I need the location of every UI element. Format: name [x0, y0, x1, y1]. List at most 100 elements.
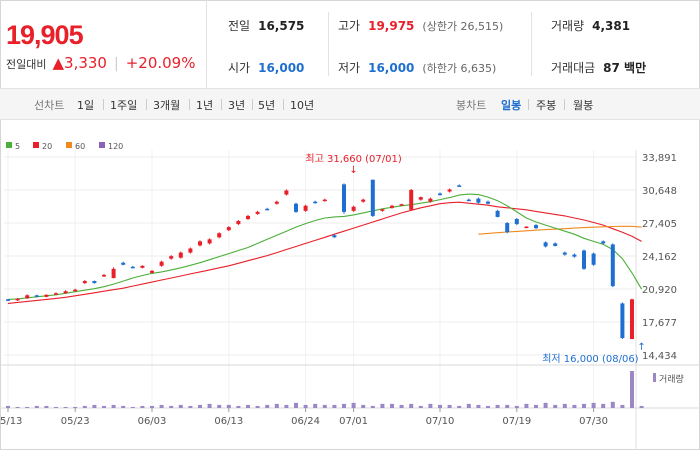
candle-body — [332, 235, 337, 238]
candle-body — [226, 227, 231, 231]
volume-bar — [140, 405, 145, 408]
price-chart[interactable]: 5 20 60 120 33,891 30,648 27,405 24,162 20,920 1… — [0, 120, 700, 450]
prev-close: 전일 16,575 — [228, 17, 304, 34]
tab-monthly[interactable]: 월봉 — [573, 99, 594, 112]
tab-10y[interactable]: 10년 — [290, 99, 315, 112]
legend-swatch — [6, 142, 12, 148]
tab-1y[interactable]: 1년 — [196, 99, 214, 112]
volume-bar — [322, 404, 327, 408]
volume-bar — [486, 405, 490, 408]
change-label: 전일대비 — [6, 58, 47, 71]
price-change: 전일대비 ▲3,330 | +20.09% — [6, 54, 195, 72]
candle-body — [390, 205, 394, 208]
volume-bar — [217, 404, 222, 408]
quote-summary: 전일 16,575 시가 16,000 고가 19,975 (상한가 26,515) 저… — [208, 0, 700, 88]
candle-body — [169, 256, 174, 259]
volume-bar — [284, 404, 289, 408]
divider — [103, 99, 104, 110]
candle-body — [236, 221, 241, 225]
x-tick-label: 06/03 — [138, 416, 167, 427]
volume-legend-swatch — [653, 373, 656, 382]
open-price: 시가 16,000 — [228, 59, 304, 76]
volume-bar — [351, 402, 356, 408]
x-tick-label: 05/23 — [61, 416, 90, 427]
volume-bar — [457, 405, 462, 408]
volume-bar — [111, 404, 116, 408]
line-chart-label: 선차트 — [34, 99, 65, 112]
candle-body — [380, 209, 385, 211]
max-arrow: ↓ — [349, 165, 357, 176]
y-tick-label: 33,891 — [642, 153, 677, 164]
volume-bar — [370, 405, 375, 408]
volume-bar — [82, 405, 87, 408]
volume-bar — [562, 403, 567, 408]
up-arrow-icon: ▲ — [52, 54, 65, 72]
volume-bar — [476, 404, 481, 408]
tab-1d[interactable]: 1일 — [77, 99, 95, 112]
volume-bar — [342, 403, 346, 408]
candle-body — [399, 204, 404, 206]
volume-bar — [34, 405, 39, 408]
price-panel: 19,905 전일대비 ▲3,330 | +20.09% — [0, 0, 207, 88]
volume-bar — [303, 404, 308, 408]
candle-body — [6, 299, 10, 301]
candle-body — [409, 189, 414, 210]
open-label: 시가 — [228, 61, 251, 75]
change-amount: 3,330 — [64, 54, 107, 72]
candle-body — [92, 281, 97, 284]
candle-body — [620, 303, 625, 339]
volume-bar — [6, 405, 10, 408]
divider — [146, 99, 147, 110]
volume-bar — [428, 403, 433, 408]
tab-1w[interactable]: 1주일 — [110, 99, 138, 112]
candle-body — [217, 233, 222, 238]
candle-body — [265, 208, 270, 211]
candle-body — [82, 281, 87, 284]
tab-5y[interactable]: 5년 — [258, 99, 276, 112]
candle-body — [630, 299, 634, 340]
y-tick-label: 27,405 — [642, 219, 677, 230]
max-annotation: 최고 31,660 (07/01) — [305, 153, 401, 165]
volume-bar — [294, 402, 298, 408]
tab-weekly[interactable]: 주봉 — [536, 99, 557, 112]
ma5-line — [7, 193, 643, 300]
low-value: 16,000 — [368, 61, 415, 75]
volume-bar — [630, 371, 634, 408]
candle-body — [313, 201, 318, 204]
divider — [221, 99, 222, 110]
candle-chart-label: 봉차트 — [456, 99, 487, 112]
y-tick-label: 14,434 — [642, 351, 677, 362]
volume-bar — [438, 404, 442, 408]
prev-close-value: 16,575 — [258, 19, 305, 33]
divider — [328, 12, 329, 76]
volume-bar — [121, 405, 126, 408]
volume-bar — [130, 406, 135, 408]
period-tabbar: 선차트 1일 1주일 3개월 1년 3년 5년 10년 봉차트 일봉 주봉 월봉 — [0, 88, 700, 120]
x-axis: 05/13 05/23 06/03 06/13 06/24 07/01 07/10 07/19… — [0, 408, 608, 427]
candle-body — [553, 243, 558, 246]
ma20-line — [7, 201, 642, 304]
x-tick-label: 06/24 — [291, 416, 320, 427]
volume-bar — [92, 404, 97, 408]
y-tick-label: 20,920 — [642, 285, 677, 296]
lower-limit: (하한가 6,635) — [422, 62, 497, 75]
volume-bar — [73, 406, 78, 408]
candle-body — [274, 201, 279, 204]
legend-swatch — [33, 142, 39, 148]
prev-close-label: 전일 — [228, 19, 251, 33]
volume-bar — [178, 404, 183, 408]
volume-value: 4,381 — [592, 19, 631, 33]
volume-bar — [15, 406, 20, 408]
volume-bar — [198, 404, 202, 408]
tab-3y[interactable]: 3년 — [228, 99, 246, 112]
candle-body — [178, 252, 183, 258]
divider: | — [113, 56, 119, 72]
y-tick-label: 17,677 — [642, 318, 677, 329]
volume-bar — [601, 403, 606, 408]
volume-bar — [159, 404, 164, 408]
tab-daily[interactable]: 일봉 — [501, 99, 522, 112]
candle-body — [34, 295, 39, 297]
min-arrow: ↑ — [637, 342, 645, 353]
volume-bar — [399, 404, 404, 408]
tab-3m[interactable]: 3개월 — [153, 99, 181, 112]
